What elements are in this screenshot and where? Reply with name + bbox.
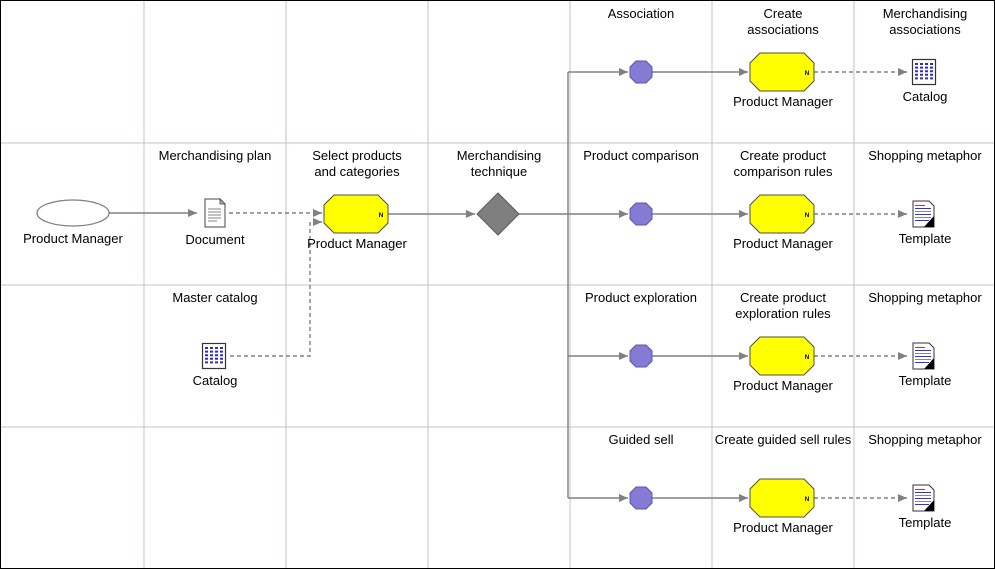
node-title-create-exploration: Create product exploration rules — [735, 290, 831, 321]
node-label-template: Template — [898, 231, 952, 246]
node-label-template: Template — [898, 373, 952, 388]
task-create-exploration-shape[interactable] — [749, 336, 815, 376]
task-select-products-shape[interactable] — [323, 194, 389, 234]
task-create-guided-shape[interactable] — [749, 478, 815, 518]
task-create-associations-shape[interactable] — [749, 52, 815, 92]
node-title-shopping-metaphor: Shopping metaphor — [868, 148, 982, 163]
task-marker: N — [805, 70, 810, 77]
template-icon[interactable] — [911, 341, 937, 376]
node-role-label: Product Manager — [733, 520, 833, 535]
template-icon[interactable] — [911, 483, 937, 518]
document-icon[interactable] — [200, 197, 228, 234]
node-label-catalog: Catalog — [192, 373, 238, 388]
event-guided-sell-shape[interactable] — [629, 486, 653, 510]
task-create-comparison-shape[interactable] — [749, 194, 815, 234]
node-label-catalog: Catalog — [902, 89, 948, 104]
task-marker: N — [805, 212, 810, 219]
node-title-merchandising-plan: Merchandising plan — [158, 148, 272, 163]
node-label-template: Template — [898, 515, 952, 530]
task-marker: N — [805, 496, 810, 503]
node-title-product-comparison: Product comparison — [583, 148, 699, 163]
node-role-label-start: Product Manager — [23, 231, 123, 246]
flow-catalog-to-select — [230, 218, 322, 357]
start-event-shape[interactable] — [36, 199, 110, 227]
node-title-shopping-metaphor: Shopping metaphor — [868, 432, 982, 447]
template-icon[interactable] — [911, 199, 937, 234]
node-title-association: Association — [607, 6, 675, 21]
node-title-create-comparison: Create product comparison rules — [733, 148, 833, 179]
node-role-label: Product Manager — [733, 378, 833, 393]
node-title-merchandising-associations: Merchandising associations — [882, 6, 968, 37]
connectors — [109, 68, 907, 502]
event-association-shape[interactable] — [629, 60, 653, 84]
node-title-master-catalog: Master catalog — [172, 290, 258, 305]
node-role-label: Product Manager — [733, 236, 833, 251]
node-title-merchandising-technique: Merchandising technique — [456, 148, 542, 179]
decision-merchandising-technique-shape[interactable] — [476, 192, 520, 236]
node-title-create-associations: Create associations — [747, 6, 819, 37]
task-marker: N — [805, 354, 810, 361]
task-marker: N — [379, 212, 384, 219]
event-comparison-shape[interactable] — [629, 202, 653, 226]
node-title-create-guided: Create guided sell rules — [714, 432, 852, 447]
node-title-product-exploration: Product exploration — [584, 290, 697, 305]
node-role-label: Product Manager — [733, 94, 833, 109]
node-title-select-products: Select products and categories — [312, 148, 402, 179]
event-exploration-shape[interactable] — [629, 344, 653, 368]
node-role-label: Product Manager — [307, 236, 407, 251]
node-title-guided-sell: Guided sell — [608, 432, 674, 447]
node-title-shopping-metaphor: Shopping metaphor — [868, 290, 982, 305]
node-label-document: Document — [185, 232, 245, 247]
catalog-icon[interactable] — [201, 342, 227, 375]
catalog-icon[interactable] — [911, 58, 937, 91]
